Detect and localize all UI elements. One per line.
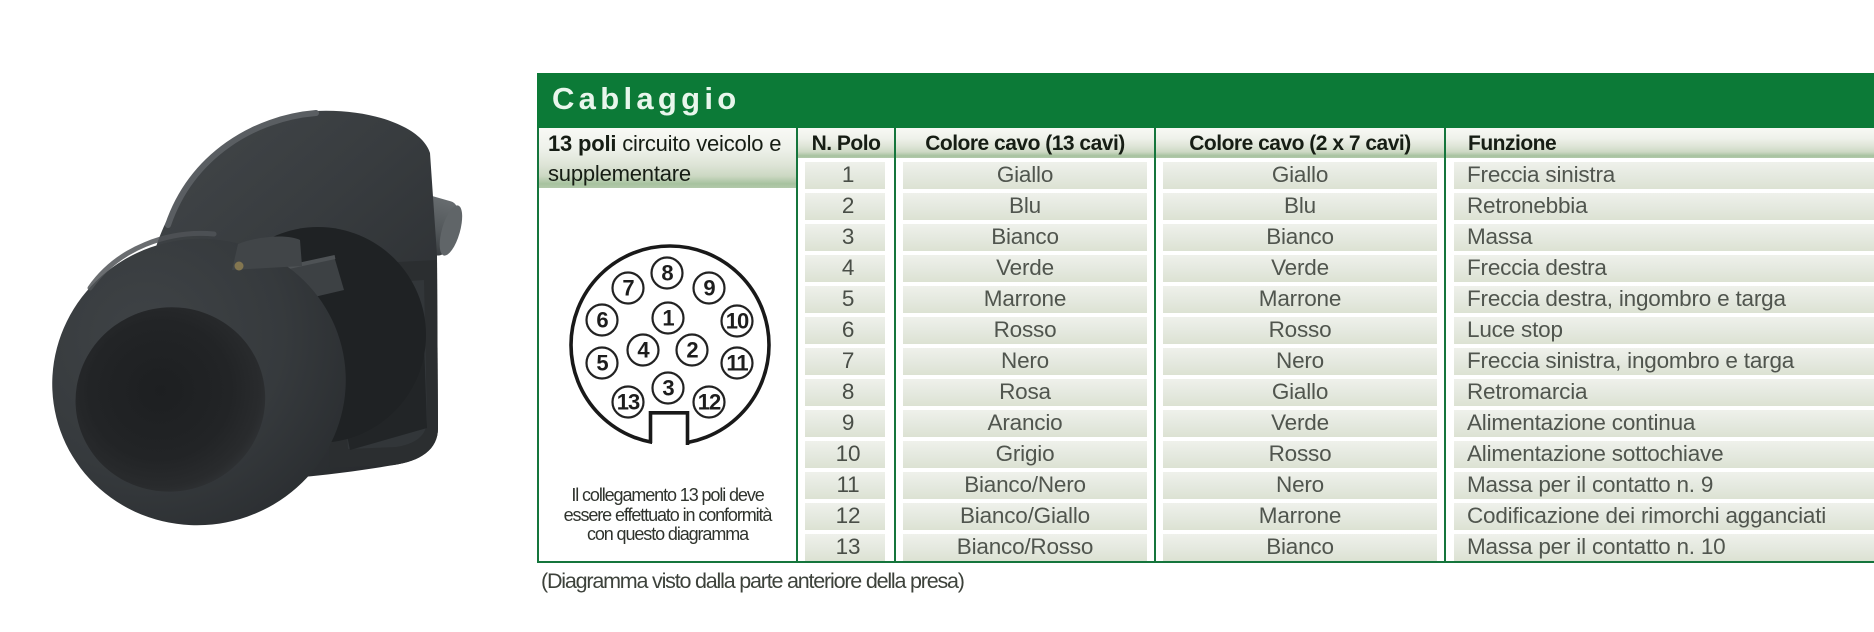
svg-text:8: 8 xyxy=(661,261,673,286)
svg-text:1: 1 xyxy=(662,306,674,331)
svg-text:3: 3 xyxy=(662,376,674,401)
svg-text:5: 5 xyxy=(596,351,608,376)
svg-text:12: 12 xyxy=(698,390,721,415)
svg-text:2: 2 xyxy=(686,338,698,363)
svg-text:9: 9 xyxy=(703,276,715,301)
svg-text:6: 6 xyxy=(596,308,608,333)
svg-text:11: 11 xyxy=(726,351,748,376)
svg-text:10: 10 xyxy=(726,309,749,334)
svg-text:4: 4 xyxy=(637,338,650,363)
svg-text:7: 7 xyxy=(622,276,634,301)
svg-text:13: 13 xyxy=(617,390,640,415)
